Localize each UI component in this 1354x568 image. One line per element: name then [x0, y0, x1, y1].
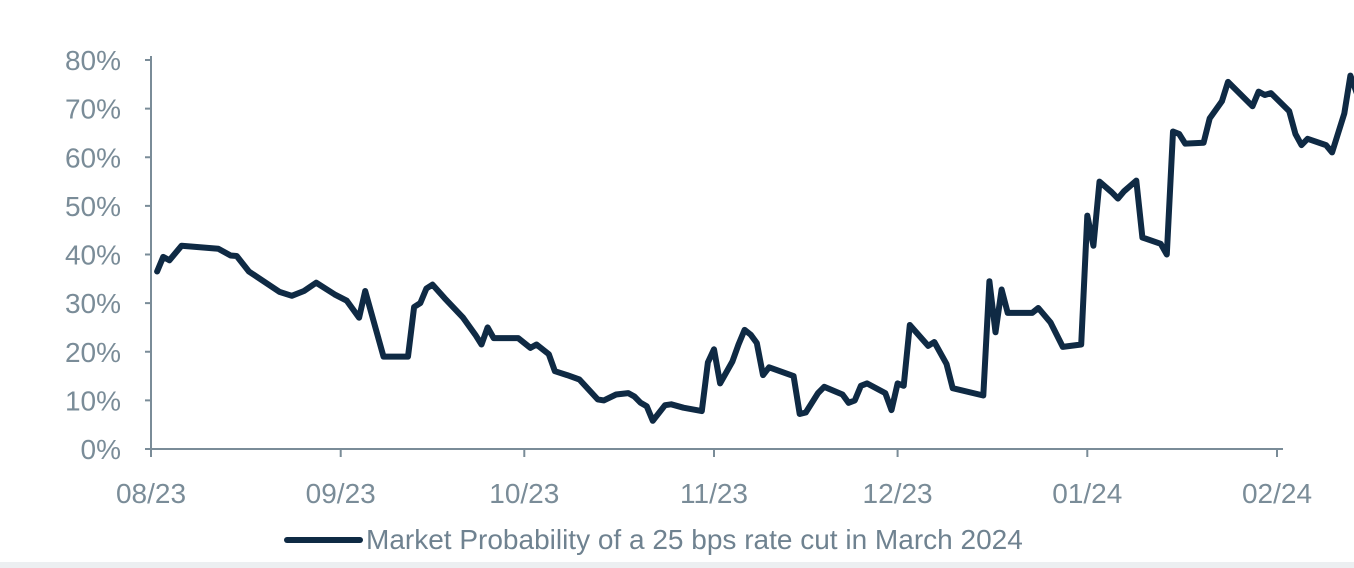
legend-label: Market Probability of a 25 bps rate cut … [366, 524, 1023, 555]
y-tick-label: 80% [65, 45, 121, 76]
y-tick-label: 60% [65, 142, 121, 173]
x-tick-label: 12/23 [863, 478, 933, 509]
y-tick-label: 10% [65, 385, 121, 416]
legend: Market Probability of a 25 bps rate cut … [284, 524, 1023, 555]
series-line [154, 72, 1354, 424]
x-axis: 08/23 09/23 10/23 11/23 12/23 01/24 02/24 [116, 448, 1312, 509]
x-tick-label: 11/23 [680, 478, 748, 509]
x-tick-label: 10/23 [489, 478, 559, 509]
y-axis: 0% 10% 20% 30% 40% 50% 60% 70% 80% [65, 45, 152, 465]
x-tick-label: 09/23 [306, 478, 376, 509]
series-layer [154, 72, 1354, 424]
y-tick-label: 70% [65, 94, 121, 125]
x-tick-label: 02/24 [1242, 478, 1312, 509]
x-tick-label: 01/24 [1052, 478, 1122, 509]
x-tick-label: 08/23 [116, 478, 186, 509]
y-tick-label: 50% [65, 191, 121, 222]
y-tick-label: 40% [65, 240, 121, 271]
y-tick-label: 20% [65, 337, 121, 368]
y-tick-label: 30% [65, 288, 121, 319]
bottom-divider [0, 562, 1354, 568]
y-tick-label: 0% [81, 434, 121, 465]
